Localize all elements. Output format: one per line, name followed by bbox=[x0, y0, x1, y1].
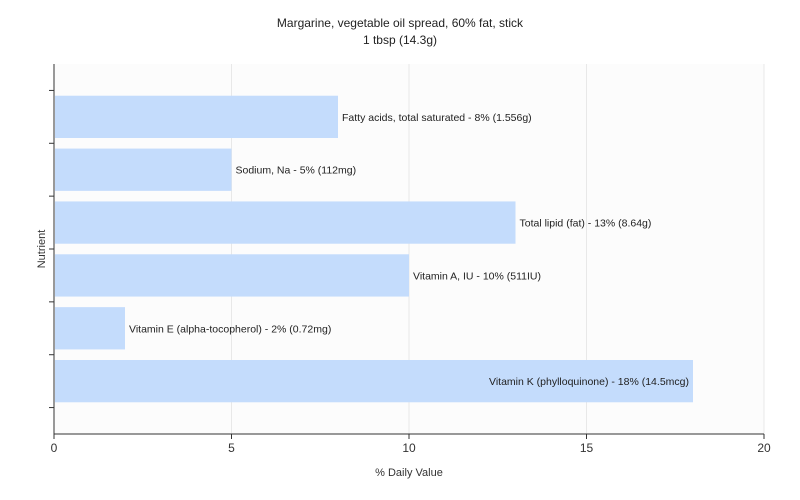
x-axis-title: % Daily Value bbox=[375, 467, 443, 479]
bar-label: Vitamin E (alpha-tocopherol) - 2% (0.72m… bbox=[129, 323, 331, 335]
bar-label: Vitamin K (phylloquinone) - 18% (14.5mcg… bbox=[489, 376, 689, 388]
bar-label: Fatty acids, total saturated - 8% (1.556… bbox=[342, 112, 532, 124]
bar bbox=[55, 148, 232, 191]
bar bbox=[55, 360, 693, 403]
bar bbox=[55, 307, 125, 350]
bar bbox=[55, 201, 516, 244]
bar-label: Total lipid (fat) - 13% (8.64g) bbox=[520, 218, 652, 230]
bar bbox=[55, 254, 409, 297]
y-axis-title: Nutrient bbox=[36, 230, 48, 269]
axis-ticks: 0 5 10 15 20 bbox=[49, 89, 771, 455]
x-tick-label: 15 bbox=[580, 441, 594, 455]
x-tick-label: 0 bbox=[51, 441, 58, 455]
bars: Fatty acids, total saturated - 8% (1.556… bbox=[55, 95, 693, 403]
bar-label: Vitamin A, IU - 10% (511IU) bbox=[413, 270, 541, 282]
chart-subtitle: 1 tbsp (14.3g) bbox=[362, 33, 438, 47]
x-tick-label: 20 bbox=[757, 441, 771, 455]
x-tick-label: 5 bbox=[228, 441, 235, 455]
chart-title: Margarine, vegetable oil spread, 60% fat… bbox=[276, 16, 524, 30]
x-tick-label: 10 bbox=[402, 441, 416, 455]
bar-label: Sodium, Na - 5% (112mg) bbox=[236, 165, 357, 177]
bar bbox=[55, 95, 338, 138]
